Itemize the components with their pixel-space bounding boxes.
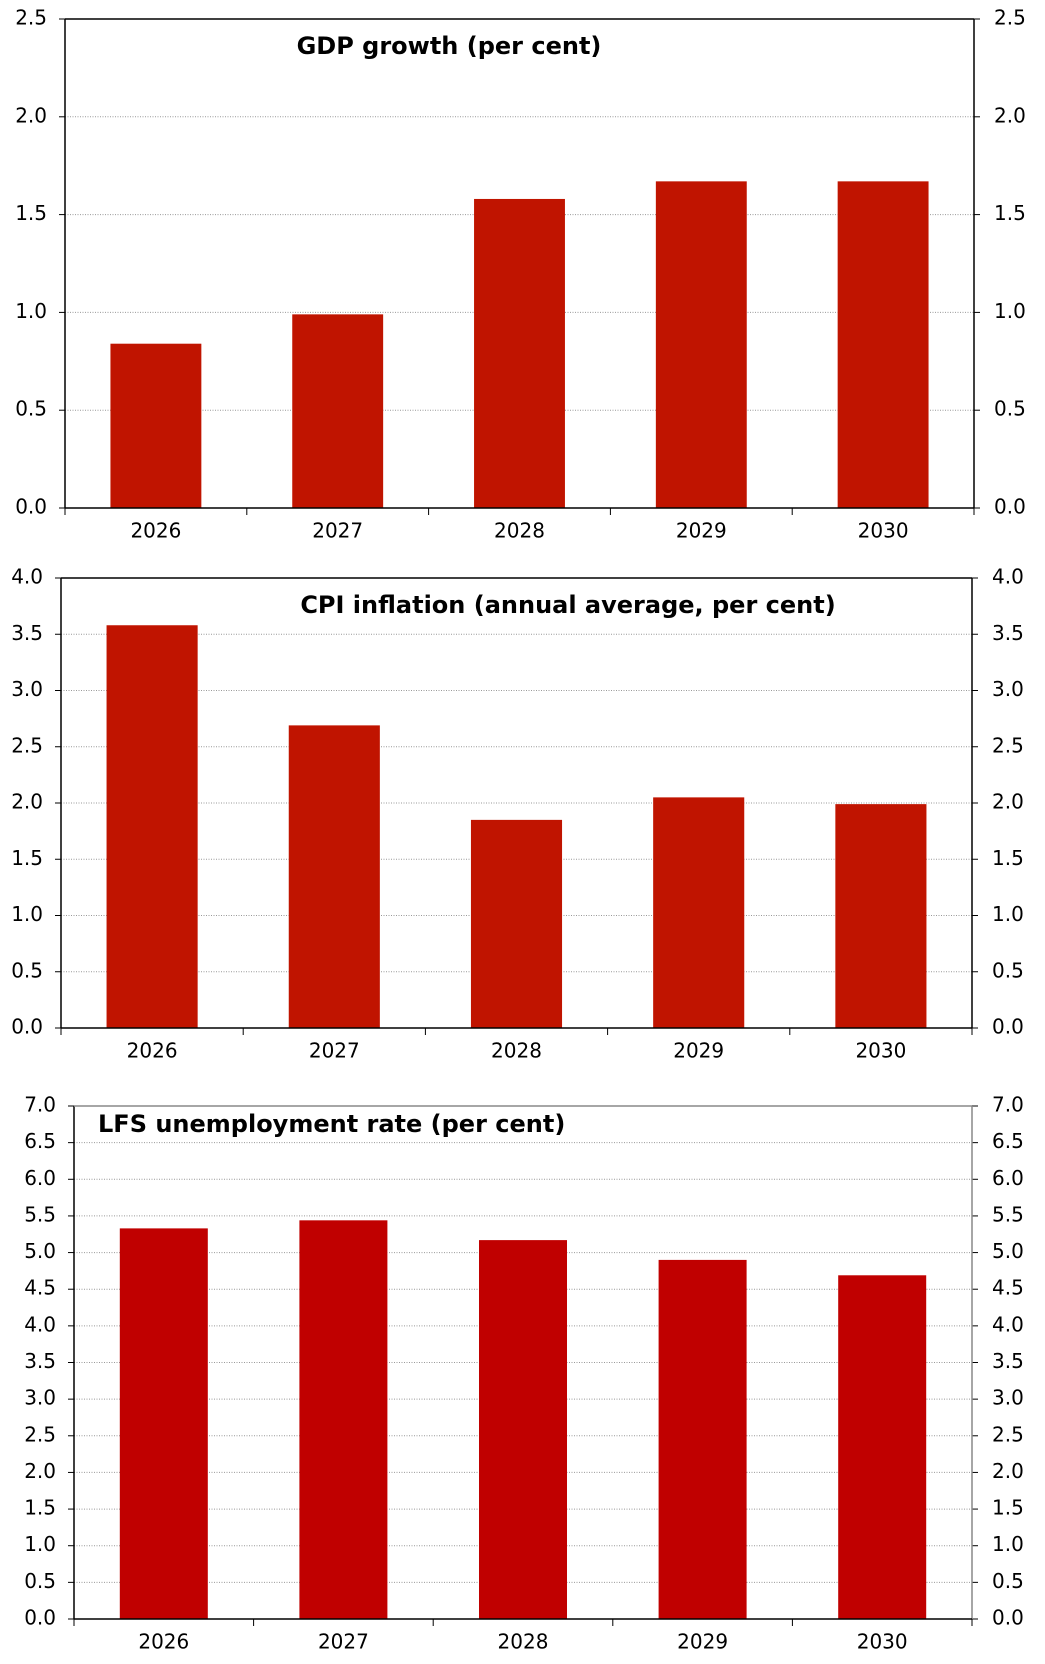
x-tick-label: 2028: [498, 1630, 549, 1654]
y-tick-label: 3.5: [24, 1349, 56, 1373]
y2-tick-label: 3.0: [992, 677, 1024, 701]
bar: [292, 314, 384, 508]
bar: [653, 797, 745, 1028]
bar: [119, 1228, 208, 1619]
bar: [470, 819, 563, 1028]
y2-tick-label: 1.5: [992, 846, 1024, 870]
y2-tick-label: 2.5: [994, 6, 1026, 30]
bar: [655, 181, 747, 508]
x-tick-label: 2030: [855, 1039, 906, 1063]
x-tick-label: 2028: [491, 1039, 542, 1063]
y-tick-label: 0.0: [15, 495, 47, 519]
y2-tick-label: 1.5: [992, 1496, 1024, 1520]
y2-tick-label: 6.0: [992, 1166, 1024, 1190]
y2-tick-label: 0.5: [994, 397, 1026, 421]
y2-tick-label: 7.0: [992, 1093, 1024, 1117]
y2-tick-label: 5.0: [992, 1239, 1024, 1263]
y-tick-label: 4.0: [11, 565, 43, 589]
x-tick-label: 2029: [676, 519, 727, 543]
x-tick-label: 2029: [677, 1630, 728, 1654]
y-tick-label: 4.0: [24, 1312, 56, 1336]
x-tick-label: 2029: [673, 1039, 724, 1063]
x-tick-label: 2027: [318, 1630, 369, 1654]
x-tick-label: 2026: [130, 519, 181, 543]
bar: [110, 343, 202, 508]
bar: [838, 1275, 927, 1619]
y-tick-label: 0.5: [24, 1569, 56, 1593]
y2-tick-label: 2.0: [992, 790, 1024, 814]
y2-tick-label: 0.5: [992, 1569, 1024, 1593]
x-tick-label: 2026: [138, 1630, 189, 1654]
y2-tick-label: 0.5: [992, 958, 1024, 982]
y-tick-label: 1.0: [11, 902, 43, 926]
x-tick-label: 2027: [312, 519, 363, 543]
y2-tick-label: 2.5: [992, 1422, 1024, 1446]
y2-tick-label: 0.0: [992, 1015, 1024, 1039]
y-tick-label: 3.0: [24, 1386, 56, 1410]
bar: [835, 804, 927, 1028]
y-tick-label: 0.5: [15, 397, 47, 421]
y2-tick-label: 0.0: [992, 1606, 1024, 1630]
y-tick-label: 1.5: [24, 1496, 56, 1520]
y-tick-label: 2.5: [24, 1422, 56, 1446]
y-tick-label: 3.5: [11, 621, 43, 645]
y-tick-label: 2.0: [15, 103, 47, 127]
y-tick-label: 7.0: [24, 1093, 56, 1117]
y-tick-label: 0.0: [11, 1015, 43, 1039]
y2-tick-label: 3.0: [992, 1386, 1024, 1410]
y2-tick-label: 4.0: [992, 1312, 1024, 1336]
y2-tick-label: 2.5: [992, 733, 1024, 757]
bar: [474, 198, 565, 508]
y-tick-label: 2.5: [11, 733, 43, 757]
y-tick-label: 3.0: [11, 677, 43, 701]
x-tick-label: 2027: [309, 1039, 360, 1063]
y-tick-label: 0.5: [11, 958, 43, 982]
y2-tick-label: 1.0: [992, 902, 1024, 926]
y2-tick-label: 4.0: [992, 565, 1024, 589]
y2-tick-label: 2.0: [992, 1459, 1024, 1483]
x-tick-label: 2026: [127, 1039, 178, 1063]
y-tick-label: 5.5: [24, 1202, 56, 1226]
x-tick-label: 2028: [494, 519, 545, 543]
y2-tick-label: 3.5: [992, 1349, 1024, 1373]
y2-tick-label: 6.5: [992, 1129, 1024, 1153]
bar: [299, 1220, 388, 1619]
y-tick-label: 0.0: [24, 1606, 56, 1630]
y2-tick-label: 1.5: [994, 201, 1026, 225]
y-tick-label: 1.5: [15, 201, 47, 225]
y2-tick-label: 5.5: [992, 1202, 1024, 1226]
x-tick-label: 2030: [858, 519, 909, 543]
y2-tick-label: 2.0: [994, 103, 1026, 127]
chart-title: CPI inflation (annual average, per cent): [300, 591, 835, 619]
y2-tick-label: 1.0: [994, 299, 1026, 323]
y2-tick-label: 3.5: [992, 621, 1024, 645]
y-tick-label: 6.0: [24, 1166, 56, 1190]
y-tick-label: 4.5: [24, 1276, 56, 1300]
y2-tick-label: 0.0: [994, 495, 1026, 519]
bar: [288, 725, 380, 1028]
y-tick-label: 1.0: [24, 1532, 56, 1556]
y-tick-label: 2.0: [24, 1459, 56, 1483]
bar: [837, 181, 929, 508]
y-tick-label: 2.0: [11, 790, 43, 814]
y2-tick-label: 4.5: [992, 1276, 1024, 1300]
y2-tick-label: 1.0: [992, 1532, 1024, 1556]
y-tick-label: 1.5: [11, 846, 43, 870]
bar: [658, 1259, 747, 1619]
y-tick-label: 1.0: [15, 299, 47, 323]
chart-title: LFS unemployment rate (per cent): [98, 1110, 565, 1138]
bar: [478, 1240, 568, 1619]
x-tick-label: 2030: [857, 1630, 908, 1654]
y-tick-label: 6.5: [24, 1129, 56, 1153]
y-tick-label: 2.5: [15, 6, 47, 30]
bar: [106, 625, 198, 1028]
y-tick-label: 5.0: [24, 1239, 56, 1263]
chart-title: GDP growth (per cent): [297, 32, 602, 60]
